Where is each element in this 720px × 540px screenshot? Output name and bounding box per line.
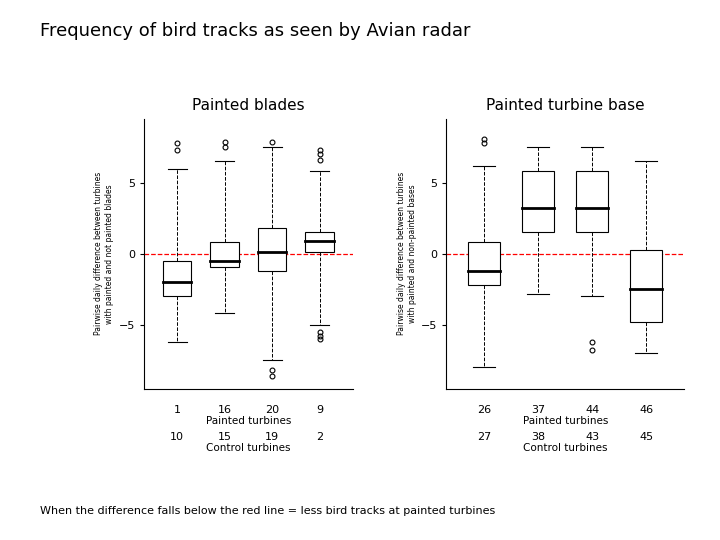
Text: 15: 15 xyxy=(217,432,232,442)
Text: 20: 20 xyxy=(265,405,279,415)
Text: 19: 19 xyxy=(265,432,279,442)
Text: 10: 10 xyxy=(170,432,184,442)
Text: 46: 46 xyxy=(639,405,653,415)
Bar xyxy=(163,261,192,296)
Bar xyxy=(522,171,554,233)
Text: Control turbines: Control turbines xyxy=(523,443,608,453)
Text: 26: 26 xyxy=(477,405,491,415)
Text: Frequency of bird tracks as seen by Avian radar: Frequency of bird tracks as seen by Avia… xyxy=(40,22,470,39)
Text: 43: 43 xyxy=(585,432,599,442)
Bar xyxy=(258,228,287,271)
Y-axis label: Pairwise daily difference between turbines
with painted and non-painted bases: Pairwise daily difference between turbin… xyxy=(397,172,417,335)
Text: Painted turbines: Painted turbines xyxy=(523,416,608,426)
Text: When the difference falls below the red line = less bird tracks at painted turbi: When the difference falls below the red … xyxy=(40,505,495,516)
Bar xyxy=(210,242,239,267)
Text: 44: 44 xyxy=(585,405,599,415)
Text: 2: 2 xyxy=(316,432,323,442)
Text: Control turbines: Control turbines xyxy=(206,443,291,453)
Y-axis label: Pairwise daily difference between turbines
with painted and not painted blades: Pairwise daily difference between turbin… xyxy=(94,172,114,335)
Text: Painted turbines: Painted turbines xyxy=(206,416,291,426)
Title: Painted turbine base: Painted turbine base xyxy=(486,98,644,113)
Text: 16: 16 xyxy=(217,405,232,415)
Bar xyxy=(630,249,662,322)
Text: 37: 37 xyxy=(531,405,545,415)
Bar xyxy=(468,242,500,285)
Title: Painted blades: Painted blades xyxy=(192,98,305,113)
Text: 45: 45 xyxy=(639,432,653,442)
Text: 27: 27 xyxy=(477,432,491,442)
Text: 38: 38 xyxy=(531,432,545,442)
Bar xyxy=(305,233,334,252)
Bar xyxy=(576,171,608,233)
Text: 9: 9 xyxy=(316,405,323,415)
Text: 1: 1 xyxy=(174,405,181,415)
